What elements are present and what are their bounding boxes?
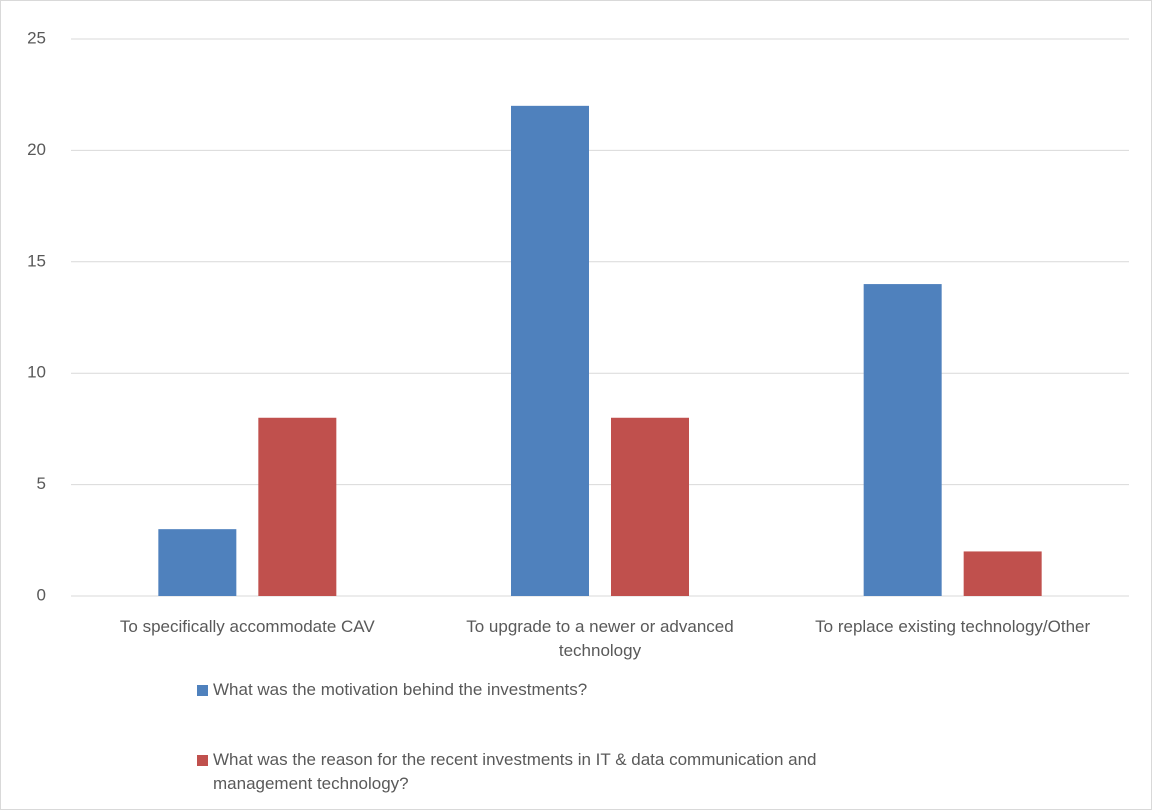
x-tick-label: To specifically accommodate CAV [119,617,375,636]
y-tick-label: 25 [27,28,46,47]
legend-label: What was the motivation behind the inves… [213,680,588,699]
bar [611,417,689,596]
y-tick-label: 0 [37,585,46,604]
bar [258,417,337,596]
legend-label: What was the reason for the recent inves… [213,750,817,793]
legend-item: What was the motivation behind the inves… [197,678,853,702]
y-tick-label: 20 [27,140,46,159]
bar [863,284,942,596]
y-tick-label: 10 [27,363,46,382]
y-tick-label: 5 [37,474,46,493]
x-tick-label: To replace existing technology/Other [815,617,1091,636]
bar [963,551,1042,596]
bar [158,529,237,596]
legend-item: What was the reason for the recent inves… [197,748,853,796]
legend-swatch [197,755,208,766]
x-tick-label: To upgrade to a newer or advanced techno… [466,617,734,660]
legend-swatch [197,685,208,696]
y-tick-label: 15 [27,251,46,270]
bar [511,105,589,596]
